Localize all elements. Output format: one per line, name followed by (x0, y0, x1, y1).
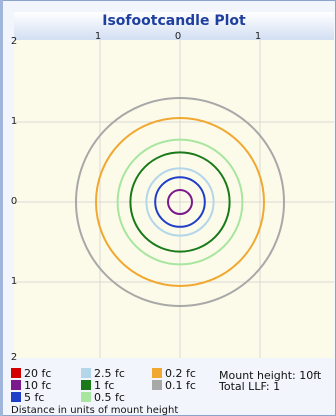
legend-label: 0.2 fc (165, 367, 196, 380)
title-band (14, 12, 334, 42)
legend-label: 10 fc (24, 379, 52, 392)
window-edge (0, 0, 3, 416)
x-tick-label: 0 (175, 31, 181, 42)
legend-label: 1 fc (94, 379, 115, 392)
contour-1-fc (129, 151, 231, 253)
legend-label: 2.5 fc (94, 367, 125, 380)
y-tick-label: 2 (11, 36, 17, 47)
x-tick-label: 1 (255, 31, 261, 42)
legend-item: 0.5 fc (81, 392, 125, 404)
legend-swatch (152, 368, 162, 378)
mount-height-text: Mount height: 10ft (219, 369, 322, 382)
chart-title: Isofootcandle Plot (102, 13, 246, 29)
y-tick-label: 1 (11, 276, 17, 287)
legend-swatch (81, 368, 91, 378)
legend-swatch (11, 380, 21, 390)
contour-5-fc (154, 176, 206, 228)
legend-label: 5 fc (24, 391, 45, 404)
plot-area (14, 40, 334, 358)
legend-swatch (152, 380, 162, 390)
legend-swatch (81, 380, 91, 390)
legend-swatch (81, 392, 91, 402)
legend-item: 20 fc (11, 368, 51, 380)
legend-item: 1 fc (81, 380, 114, 392)
legend-label: 20 fc (24, 367, 52, 380)
legend-item: 2.5 fc (81, 368, 125, 380)
y-tick-label: 1 (11, 116, 17, 127)
legend-swatch (11, 368, 21, 378)
y-tick-labels: 2 1 0 1 2 (11, 36, 17, 363)
legend-swatch (11, 392, 21, 402)
legend-label: 0.1 fc (165, 379, 196, 392)
legend-label: 0.5 fc (94, 391, 125, 404)
y-tick-label: 2 (11, 352, 17, 363)
contour-0-5-fc (116, 138, 244, 266)
axis-units-note: Distance in units of mount height (11, 405, 179, 416)
contour-2-5-fc (145, 167, 215, 237)
total-llf-text: Total LLF: 1 (219, 380, 281, 393)
grid-lines (14, 40, 334, 358)
x-tick-label: 1 (95, 31, 101, 42)
legend-item: 10 fc (11, 380, 51, 392)
contour-group (75, 97, 285, 307)
legend-item: 0.2 fc (152, 368, 196, 380)
y-tick-label: 0 (11, 196, 17, 207)
legend-item: 0.1 fc (152, 380, 196, 392)
legend-item: 5 fc (11, 392, 44, 404)
contour-10-fc (167, 189, 193, 215)
x-tick-labels: 1 0 1 (95, 31, 261, 42)
contour-0-1-fc (75, 97, 285, 307)
contour-0-2-fc (95, 117, 265, 287)
